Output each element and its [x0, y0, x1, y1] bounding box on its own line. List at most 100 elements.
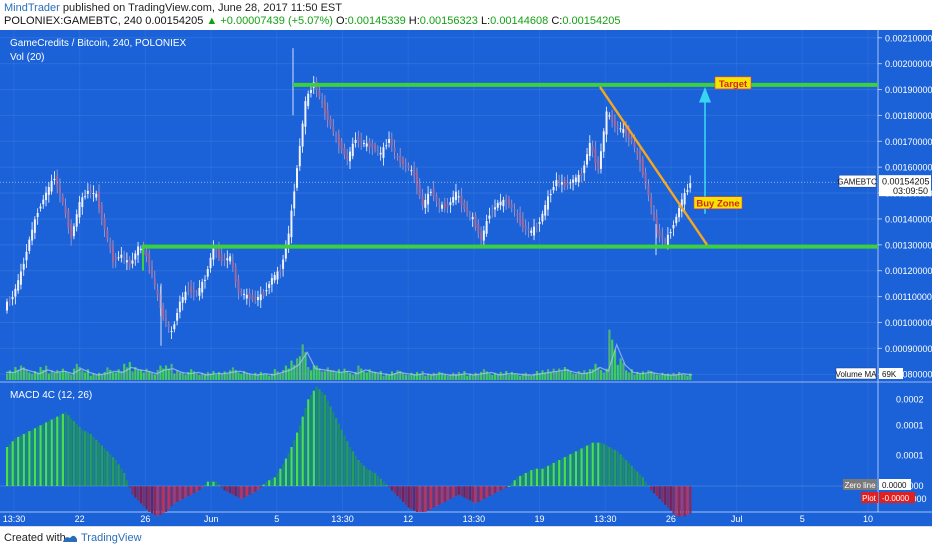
- plot-value-bg: [879, 492, 915, 503]
- volume-bar: [538, 372, 541, 380]
- candle-body: [496, 202, 499, 208]
- candle-body: [460, 195, 463, 205]
- candle-body: [652, 211, 655, 218]
- price-tick-label: 0.00090000: [885, 344, 932, 354]
- macd-histogram-bar: [505, 486, 508, 488]
- volume-bar: [639, 373, 642, 380]
- volume-bar: [153, 374, 156, 380]
- candle-body: [22, 263, 25, 270]
- candle-body: [53, 178, 56, 180]
- macd-histogram-bar: [588, 444, 592, 486]
- volume-bar: [173, 373, 176, 380]
- candle-body: [594, 148, 597, 163]
- candle-body: [583, 165, 586, 174]
- author-link[interactable]: MindTrader: [4, 2, 60, 14]
- macd-histogram-bar: [410, 486, 413, 510]
- volume-bar: [362, 371, 366, 380]
- volume-bar: [245, 372, 249, 380]
- volume-bar: [588, 369, 592, 380]
- volume-bar: [599, 369, 603, 380]
- candle-body: [435, 195, 438, 201]
- last-price-tag: 0.00154205: [882, 177, 930, 187]
- candle-body: [167, 324, 170, 327]
- candle-body: [415, 172, 418, 187]
- macd-histogram-bar: [552, 462, 555, 486]
- macd-histogram-bar: [641, 477, 644, 486]
- macd-histogram-bar: [100, 445, 104, 486]
- candle-body: [546, 196, 549, 210]
- macd-histogram-bar: [103, 448, 106, 486]
- volume-bar: [427, 373, 430, 380]
- macd-histogram-bar: [533, 468, 536, 486]
- candle-body: [393, 147, 396, 152]
- macd-histogram-bar: [84, 431, 87, 486]
- candle-body: [111, 246, 114, 263]
- volume-bar: [544, 372, 547, 380]
- volume-bar: [237, 372, 240, 380]
- ohlc-summary: POLONIEX:GAMEBTC, 240 0.00154205 ▲ +0.00…: [4, 15, 620, 27]
- candle-body: [351, 143, 354, 157]
- chart-area[interactable]: 0.00210000 0.00200000 0.00190000 0.00180000…: [0, 30, 932, 526]
- macd-histogram-bar: [625, 460, 628, 486]
- volume-bar: [176, 370, 179, 380]
- candle-body: [114, 257, 117, 260]
- macd-histogram: [0, 386, 878, 517]
- macd-histogram-bar: [170, 486, 173, 507]
- volume-bar: [254, 372, 257, 380]
- volume-bar: [625, 370, 628, 380]
- volume-bar: [6, 373, 9, 380]
- macd-histogram-bar: [134, 486, 137, 498]
- candle-body: [572, 179, 575, 183]
- volume-bar: [337, 369, 341, 380]
- macd-histogram-bar: [223, 486, 226, 491]
- candle-body: [611, 114, 614, 123]
- candle-body: [100, 205, 103, 219]
- volume-bar: [340, 372, 343, 380]
- candle-body: [243, 293, 246, 295]
- price-axis-background[interactable]: [878, 30, 932, 526]
- macd-histogram-bar: [282, 464, 285, 486]
- macd-histogram-bar: [33, 428, 37, 486]
- macd-histogram-bar: [248, 486, 251, 495]
- macd-histogram-bar: [599, 442, 603, 486]
- volume-bar: [226, 373, 229, 380]
- volume-bar: [346, 371, 349, 380]
- price-tick-label: 0.00180000: [885, 111, 932, 121]
- candle-body: [602, 131, 605, 152]
- chart-canvas[interactable]: 0.00210000 0.00200000 0.00190000 0.00180000…: [0, 30, 932, 526]
- macd-histogram-bar: [494, 486, 497, 494]
- volume-bar: [354, 371, 357, 380]
- candle-body: [549, 194, 552, 196]
- volume-bar: [290, 360, 293, 380]
- volume-bar: [86, 369, 90, 380]
- candle-body: [335, 134, 338, 137]
- macd-histogram-bar: [368, 470, 371, 486]
- candle-body: [270, 278, 273, 285]
- candle-body: [337, 134, 340, 146]
- macd-histogram-bar: [474, 486, 477, 504]
- volume-bar: [443, 374, 447, 380]
- macd-histogram-bar: [602, 444, 605, 486]
- volume-bar: [555, 371, 558, 380]
- candle-body: [379, 152, 382, 155]
- macd-histogram-bar: [309, 395, 313, 486]
- candle-body: [128, 259, 131, 267]
- macd-histogram-bar: [619, 454, 622, 486]
- candle-body: [148, 254, 151, 266]
- macd-histogram-bar: [81, 429, 84, 486]
- volume-bar: [282, 369, 285, 380]
- volume-bar: [19, 365, 23, 380]
- time-tick-label: 26: [140, 514, 150, 524]
- candle-body: [81, 197, 84, 208]
- volume-bar: [441, 372, 444, 380]
- candle-body: [145, 250, 148, 257]
- candle-body: [14, 288, 17, 297]
- price-tick-label: 0.00200000: [885, 59, 932, 69]
- tradingview-brand-link[interactable]: TradingView: [81, 532, 142, 544]
- candle-body: [19, 271, 22, 285]
- volume-bar: [109, 369, 112, 380]
- volume-bar: [162, 368, 165, 380]
- candle-body: [541, 213, 544, 222]
- volume-bar: [11, 372, 14, 380]
- candle-body: [516, 213, 519, 215]
